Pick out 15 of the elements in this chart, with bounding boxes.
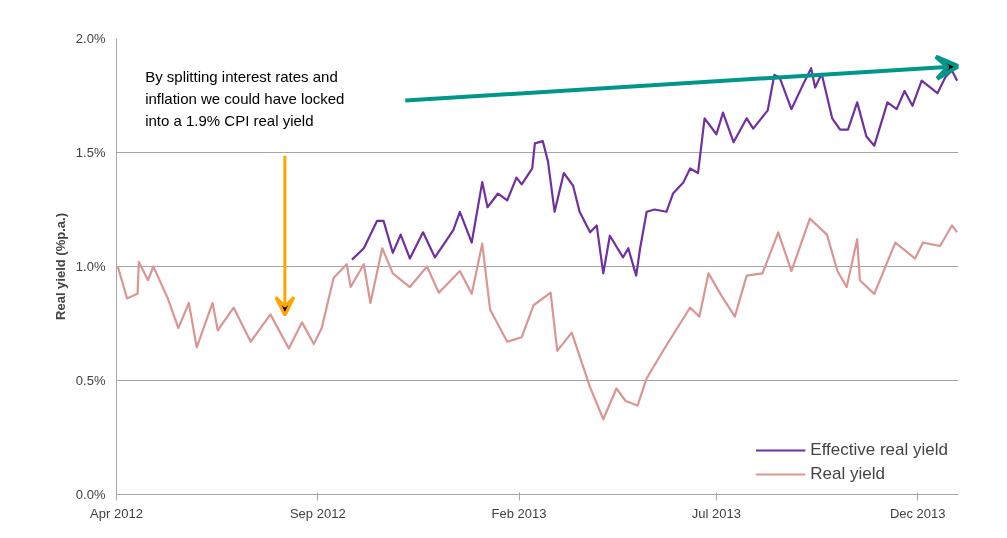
y-axis-title: Real yield (%p.a.) bbox=[52, 213, 68, 320]
x-tick-label: Dec 2013 bbox=[889, 505, 946, 521]
y-tick-label: 1.0% bbox=[75, 259, 106, 274]
line-series bbox=[116, 217, 959, 421]
y-tick-label: 0.0% bbox=[75, 487, 106, 502]
y-tick-label: 1.5% bbox=[75, 145, 106, 160]
y-tick-label: 0.5% bbox=[75, 373, 106, 388]
x-tick-label: Jul 2013 bbox=[691, 505, 742, 521]
y-tick-label: 2.0% bbox=[75, 31, 106, 46]
x-tick-label: Sep 2012 bbox=[289, 505, 346, 521]
x-tick-label: Feb 2013 bbox=[491, 505, 547, 521]
legend-label: Effective real yield bbox=[810, 440, 948, 460]
x-tick-label: Apr 2012 bbox=[90, 505, 143, 521]
annotation: By splitting interest rates and inflation we could have locked into a 1.9% CPI real yield bbox=[145, 68, 345, 130]
legend-label: Real yield bbox=[810, 464, 885, 484]
